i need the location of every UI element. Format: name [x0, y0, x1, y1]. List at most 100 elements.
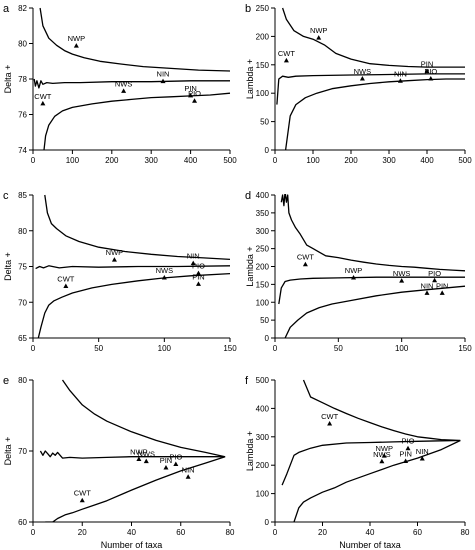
y-tick-label: 500 — [256, 376, 270, 385]
y-tick-label: 78 — [18, 75, 27, 84]
x-tick-label: 100 — [395, 344, 409, 353]
region-marker — [359, 76, 365, 81]
region-marker — [160, 78, 166, 84]
y-tick-label: 50 — [260, 316, 269, 325]
y-tick-label: 75 — [18, 263, 27, 272]
y-tick-label: 70 — [18, 298, 27, 307]
axes-frame — [274, 195, 465, 339]
x-tick-label: 500 — [223, 156, 237, 165]
y-axis-title: Lambda + — [245, 431, 255, 471]
region-marker — [63, 283, 69, 289]
region-label: NWS — [393, 269, 411, 278]
x-tick-label: 0 — [273, 528, 278, 537]
series-line-2 — [293, 439, 461, 522]
region-marker — [439, 290, 445, 295]
y-tick-label: 150 — [256, 280, 270, 289]
x-tick-label: 80 — [461, 528, 470, 537]
y-tick-label: 150 — [256, 61, 270, 70]
x-axis-title: Number of taxa — [339, 540, 401, 550]
region-marker — [327, 421, 333, 426]
series-line-0 — [280, 194, 466, 272]
series-line-1 — [278, 276, 465, 305]
x-tick-label: 0 — [31, 344, 36, 353]
y-axis-title: Delta + — [3, 437, 13, 466]
region-marker — [428, 76, 434, 81]
x-tick-label: 100 — [306, 156, 320, 165]
region-marker — [121, 88, 127, 93]
x-tick-label: 500 — [458, 156, 472, 165]
region-marker — [136, 456, 142, 462]
region-marker — [379, 458, 385, 464]
y-tick-label: 50 — [260, 118, 269, 127]
x-tick-label: 0 — [31, 528, 36, 537]
region-label: NWS — [138, 450, 156, 459]
series-line-0 — [39, 7, 231, 72]
x-tick-label: 100 — [66, 156, 80, 165]
x-axis-title: Number of taxa — [101, 540, 163, 550]
region-marker — [163, 465, 169, 470]
series-line-2 — [284, 78, 465, 150]
x-tick-label: 300 — [382, 156, 396, 165]
y-tick-label: 85 — [18, 191, 27, 200]
region-marker — [161, 274, 167, 280]
region-label: NWS — [156, 266, 174, 275]
region-label: CWT — [34, 92, 51, 101]
series-line-1 — [39, 450, 226, 459]
y-tick-label: 200 — [256, 32, 270, 41]
region-label: NWS — [373, 450, 391, 459]
region-label: NIN — [394, 69, 407, 78]
region-label: PIN — [160, 456, 173, 465]
panel-letter: c — [3, 190, 9, 202]
y-tick-label: 80 — [18, 376, 27, 385]
region-marker — [192, 98, 198, 103]
y-tick-label: 300 — [256, 433, 270, 442]
y-tick-label: 80 — [18, 227, 27, 236]
y-tick-label: 60 — [18, 518, 27, 527]
y-tick-label: 300 — [256, 227, 270, 236]
region-marker — [399, 278, 405, 283]
region-label: PIN — [421, 60, 434, 69]
region-marker — [403, 458, 409, 464]
region-marker — [419, 455, 425, 461]
region-label: PIN — [436, 281, 449, 290]
x-tick-label: 0 — [31, 156, 36, 165]
region-label: NWP — [310, 26, 328, 35]
panel-f: 0 20 40 60 80 0 100 200 300 400 500 f Lambda + Number… — [245, 375, 470, 550]
x-tick-label: 50 — [94, 344, 103, 353]
y-tick-label: 200 — [256, 263, 270, 272]
region-marker — [40, 100, 46, 106]
series-line-2 — [45, 456, 226, 522]
region-label: CWT — [278, 49, 295, 58]
x-tick-label: 100 — [158, 344, 172, 353]
y-tick-label: 350 — [256, 209, 270, 218]
region-label: NWP — [68, 34, 86, 43]
y-tick-label: 76 — [18, 111, 27, 120]
region-marker — [381, 453, 387, 458]
y-axis-title: Delta + — [3, 65, 13, 94]
series-line-0 — [44, 194, 231, 261]
region-marker — [351, 274, 357, 280]
panel-a: 0 100 200 300 400 500 74 76 78 80 82 a Delta + NWP CWT… — [3, 3, 237, 165]
panel-letter: e — [3, 375, 9, 387]
x-tick-label: 150 — [223, 344, 237, 353]
panel-letter: a — [3, 3, 10, 15]
y-axis-title: Lambda + — [245, 246, 255, 286]
region-marker — [302, 261, 308, 267]
region-marker — [283, 57, 289, 63]
x-tick-label: 0 — [273, 344, 278, 353]
region-label: CWT — [57, 275, 74, 284]
region-label: NIN — [182, 465, 195, 474]
y-tick-label: 100 — [256, 298, 270, 307]
region-label: PIO — [169, 452, 182, 461]
region-label: PIO — [192, 262, 205, 271]
series-line-2 — [43, 92, 231, 150]
y-tick-label: 400 — [256, 191, 270, 200]
y-tick-label: 250 — [256, 245, 270, 254]
panel-d: 0 50 100 150 0 50 100 150 200 250 300 350 400 d Lambda… — [245, 190, 472, 353]
x-tick-label: 0 — [273, 156, 278, 165]
x-tick-label: 300 — [145, 156, 159, 165]
region-marker — [185, 474, 191, 479]
region-label: PIO — [428, 269, 441, 278]
x-tick-label: 40 — [366, 528, 375, 537]
